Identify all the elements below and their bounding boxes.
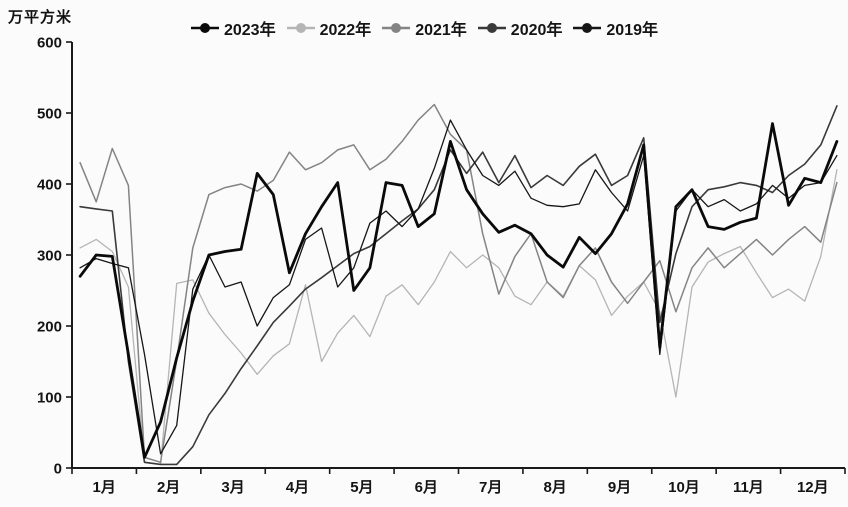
x-month-label: 6月 (415, 479, 438, 496)
series-line-2021年 (79, 103, 838, 464)
x-month-label: 10月 (668, 479, 700, 496)
x-month-label: 11月 (733, 479, 764, 496)
y-tick-label: 400 (37, 177, 62, 194)
y-tick-label: 300 (37, 248, 62, 265)
y-tick-label: 600 (37, 35, 62, 52)
x-month-label: 12月 (797, 479, 829, 496)
series-line-2019年 (79, 119, 838, 455)
y-axis-unit-label: 万平方米 (8, 9, 73, 26)
x-month-label: 1月 (93, 479, 116, 496)
y-tick-label: 500 (37, 106, 62, 123)
x-month-label: 8月 (543, 479, 566, 496)
x-month-label: 9月 (608, 479, 631, 496)
x-month-label: 5月 (350, 479, 373, 496)
x-month-label: 2月 (157, 479, 180, 496)
x-month-label: 4月 (286, 479, 309, 496)
y-tick-label: 200 (37, 319, 62, 336)
y-tick-label: 100 (37, 390, 62, 407)
series-line-2020年 (79, 105, 838, 466)
series-line-2022年 (79, 169, 838, 466)
series-line-2023年 (78, 122, 839, 459)
x-month-label: 7月 (479, 479, 502, 496)
y-tick-label: 0 (54, 461, 62, 478)
x-month-label: 3月 (221, 479, 244, 496)
